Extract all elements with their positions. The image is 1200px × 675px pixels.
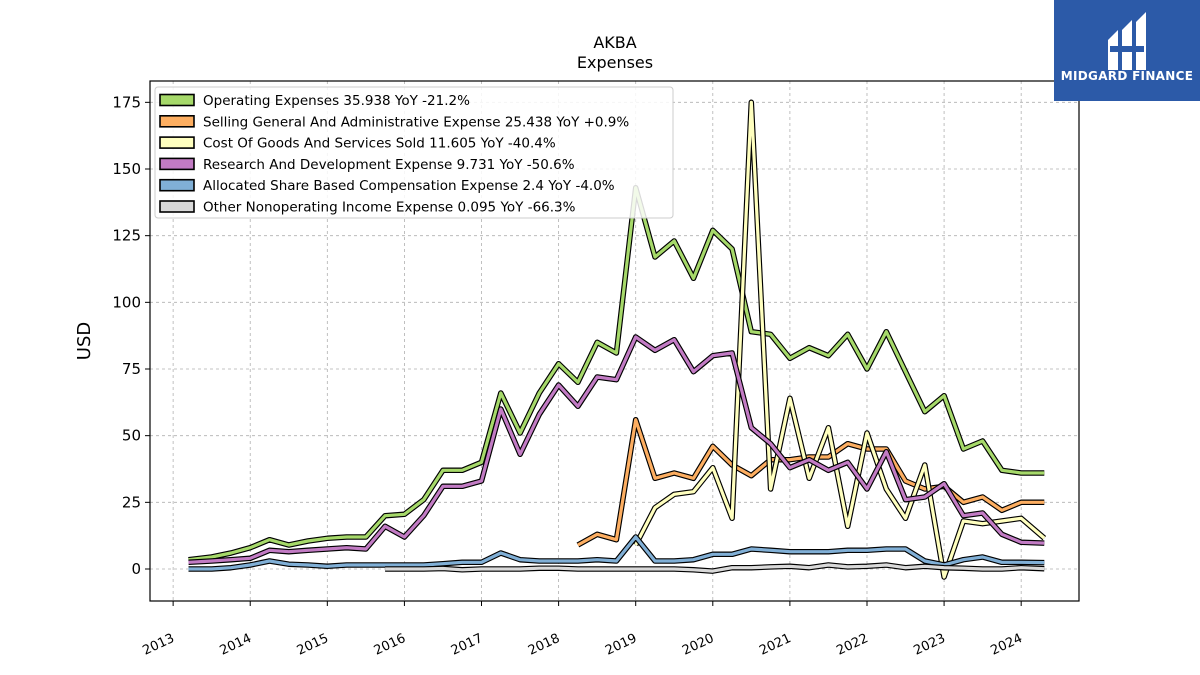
y-tick-label: 0 xyxy=(131,560,141,578)
legend: Operating Expenses 35.938 YoY -21.2% Sell… xyxy=(154,86,674,219)
series-line-fill xyxy=(385,563,1045,573)
legend-swatch xyxy=(159,136,195,149)
series-0-line xyxy=(188,184,1045,563)
series-line-fill xyxy=(188,186,1045,562)
x-tick-label: 2019 xyxy=(603,631,639,659)
x-tick-label: 2024 xyxy=(989,631,1025,659)
series-line-fill xyxy=(634,100,1046,579)
y-tick-label: 25 xyxy=(122,493,141,511)
y-tick-label: 75 xyxy=(122,360,141,378)
series-line-fill xyxy=(188,335,1045,564)
x-tick-label: 2021 xyxy=(757,631,793,659)
legend-item: Research And Development Expense 9.731 Y… xyxy=(159,157,575,173)
x-tick-label: 2016 xyxy=(372,631,408,659)
logo-text: MIDGARD FINANCE xyxy=(1061,69,1193,83)
y-tick-label: 175 xyxy=(112,93,141,111)
legend-item: Allocated Share Based Compensation Expen… xyxy=(159,178,615,194)
plot-area-frame xyxy=(149,80,1080,602)
legend-item: Cost Of Goods And Services Sold 11.605 Y… xyxy=(159,136,556,152)
y-tick-label: 100 xyxy=(112,293,141,311)
logo-mark-icon xyxy=(1108,12,1146,70)
legend-label: Selling General And Administrative Expen… xyxy=(203,114,629,130)
y-axis-label: USD xyxy=(74,322,95,360)
x-tick-label: 2017 xyxy=(449,631,485,659)
legend-item: Selling General And Administrative Expen… xyxy=(159,114,629,130)
series-line-fill xyxy=(188,535,1045,571)
x-tick-label: 2013 xyxy=(140,631,176,659)
legend-item: Operating Expenses 35.938 YoY -21.2% xyxy=(159,93,470,109)
legend-label: Research And Development Expense 9.731 Y… xyxy=(203,157,575,173)
chart-title: AKBA xyxy=(593,33,636,52)
legend-swatch xyxy=(159,178,195,192)
x-tick-label: 2014 xyxy=(218,631,254,659)
chart-subtitle: Expenses xyxy=(577,53,653,72)
legend-box xyxy=(154,86,674,219)
legend-label: Allocated Share Based Compensation Expen… xyxy=(203,178,615,194)
legend-label: Other Nonoperating Income Expense 0.095 … xyxy=(203,200,576,216)
x-tick-label: 2023 xyxy=(911,631,947,659)
midgard-finance-logo: MIDGARD FINANCE xyxy=(1054,0,1200,101)
data-lines xyxy=(188,99,1047,580)
x-axis-ticks: 2013 2014 2015 2016 2017 2018 2019 2020 2021 2022… xyxy=(140,601,1025,659)
legend-swatch xyxy=(159,157,195,171)
series-3-line xyxy=(188,334,1045,566)
y-tick-label: 150 xyxy=(112,160,141,178)
legend-swatch xyxy=(159,115,195,128)
series-4-line xyxy=(188,534,1045,572)
legend-swatch xyxy=(159,200,195,213)
legend-label: Cost Of Goods And Services Sold 11.605 Y… xyxy=(203,136,556,152)
legend-label: Operating Expenses 35.938 YoY -21.2% xyxy=(203,93,470,109)
series-5-line xyxy=(385,562,1045,574)
y-axis-ticks: 0 25 50 75 100 125 150 175 xyxy=(112,93,150,578)
plot-grid xyxy=(150,81,1079,601)
y-tick-label: 125 xyxy=(112,227,141,245)
x-tick-label: 2018 xyxy=(526,631,562,659)
x-tick-label: 2020 xyxy=(680,631,716,659)
legend-swatch xyxy=(159,93,195,107)
x-tick-label: 2022 xyxy=(834,631,870,659)
x-tick-label: 2015 xyxy=(295,631,331,659)
legend-item: Other Nonoperating Income Expense 0.095 … xyxy=(159,200,576,216)
series-2-line xyxy=(633,99,1047,580)
y-tick-label: 50 xyxy=(122,427,141,445)
